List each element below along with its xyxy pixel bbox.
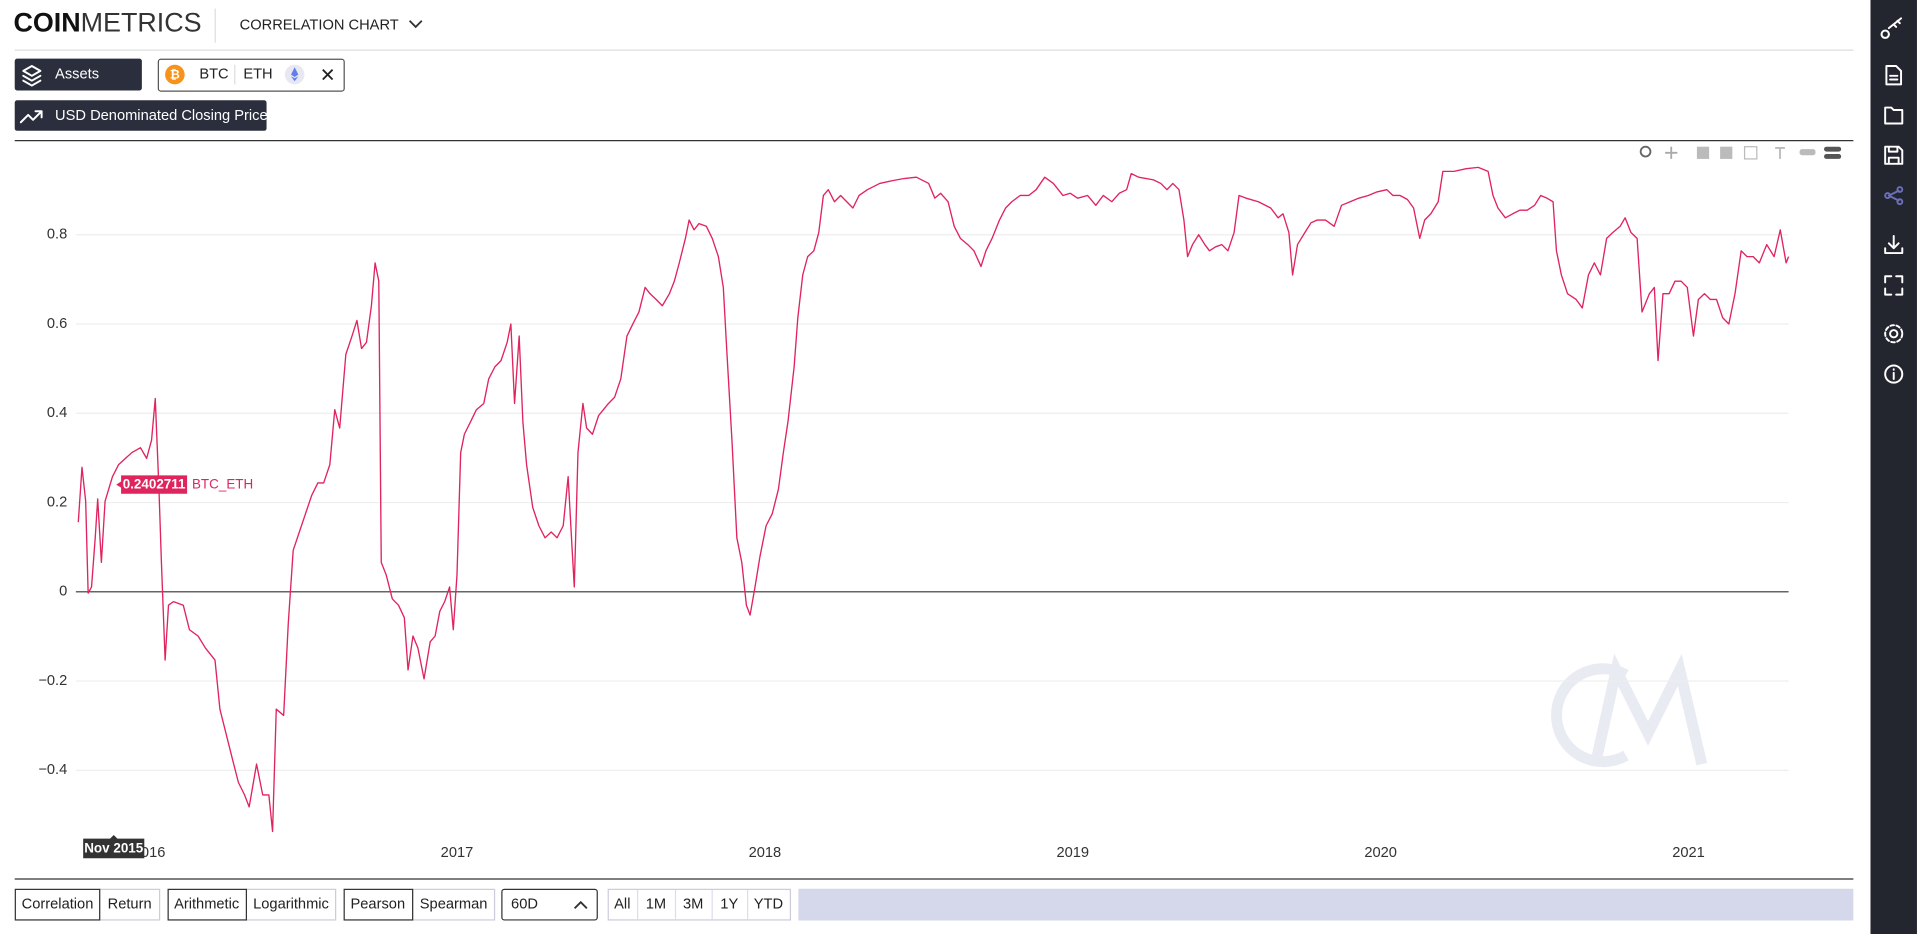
x-tick-label: 2018 <box>749 845 782 861</box>
x-tick-label: 2020 <box>1364 845 1397 861</box>
metric-button-label: USD Denominated Closing Price <box>55 108 268 124</box>
hover-tool[interactable] <box>1824 146 1842 152</box>
select-chevron <box>573 900 588 909</box>
range-button[interactable]: 3M <box>683 897 703 913</box>
hover-tool-2[interactable] <box>1824 154 1842 159</box>
assets-button-bg <box>14 58 142 91</box>
tooltip-value: 0.2402711 <box>123 477 186 492</box>
y-tick-label: 0.6 <box>47 316 67 332</box>
title-chevron[interactable] <box>408 20 423 29</box>
y-tick-label: 0.4 <box>47 405 67 421</box>
toggle-label: Pearson <box>351 897 406 913</box>
settings-icon[interactable] <box>1889 329 1899 339</box>
asset-label: ETH <box>243 66 272 82</box>
range-group-bg <box>607 888 792 921</box>
y-tick-label: 0 <box>59 584 67 600</box>
sidebar-bg <box>1870 0 1917 934</box>
assets-button-label: Assets <box>55 66 99 82</box>
method-toggle: Pearson Spearman <box>343 888 496 921</box>
window-select[interactable]: 60D <box>501 888 598 921</box>
x-tick-label: 2019 <box>1056 845 1089 861</box>
info-icon[interactable] <box>1884 364 1904 384</box>
y-tick-label: −0.4 <box>38 762 67 778</box>
tooltip-box <box>116 475 188 494</box>
x-hover-label: Nov 2015 <box>84 841 144 856</box>
logo-light: METRICS <box>81 8 202 38</box>
assets-button[interactable]: Assets <box>14 58 142 91</box>
save-icon[interactable] <box>1884 145 1904 165</box>
toggle-button-selected[interactable] <box>167 888 247 921</box>
zoom-in-tool[interactable] <box>1696 146 1710 159</box>
open-icon[interactable] <box>1884 106 1904 125</box>
layers-icon <box>22 65 42 87</box>
toggle-label: Spearman <box>420 897 488 913</box>
logo[interactable]: COINMETRICS <box>13 8 201 38</box>
range-button[interactable]: YTD <box>754 897 783 913</box>
zoom-out-tool[interactable] <box>1720 146 1733 159</box>
toggle-label: Logarithmic <box>253 897 329 913</box>
metric-button-bg <box>14 100 267 131</box>
range-button[interactable]: 1Y <box>720 897 738 913</box>
window-select-value: 60D <box>511 897 538 913</box>
metric-button[interactable]: USD Denominated Closing Price <box>14 100 268 131</box>
mode-toggle: Correlation Return <box>14 888 161 921</box>
pan-tool[interactable] <box>1665 146 1678 159</box>
toggle-button-selected[interactable] <box>343 888 414 921</box>
new-icon[interactable] <box>1885 65 1903 86</box>
toggle-label: Return <box>108 897 152 913</box>
toggle-button-selected[interactable] <box>14 888 101 921</box>
spike-tool[interactable] <box>1799 149 1816 156</box>
series-label: BTC_ETH <box>192 477 253 492</box>
range-button[interactable]: 1M <box>646 897 666 913</box>
x-tick-label: 2017 <box>441 845 474 861</box>
window-select-bg <box>501 888 598 921</box>
x-hover-box <box>83 834 145 859</box>
btc-icon <box>165 64 185 85</box>
range-button[interactable]: All <box>614 897 630 913</box>
navigator[interactable] <box>798 888 1854 921</box>
scale-toggle: Arithmetic Logarithmic <box>167 888 337 921</box>
toggle-button[interactable] <box>412 888 496 921</box>
y-tick-label: 0.2 <box>47 494 67 510</box>
zoom-tool[interactable] <box>1639 145 1652 158</box>
trend-icon <box>19 110 43 124</box>
asset-chip[interactable]: ₿ BTC ETH <box>157 58 345 92</box>
asset-label: BTC <box>199 66 229 82</box>
toggle-button[interactable] <box>245 888 337 921</box>
page-title[interactable]: CORRELATION CHART <box>240 18 399 34</box>
range-buttons: All 1M 3M 1Y YTD <box>607 888 792 921</box>
reset-tool[interactable] <box>1775 147 1785 159</box>
toggle-label: Correlation <box>22 897 94 913</box>
eth-glyph <box>291 67 299 82</box>
y-tick-label: −0.2 <box>38 673 67 689</box>
download-icon[interactable] <box>1884 234 1904 255</box>
chart-tools <box>1639 145 1842 160</box>
y-tick-label: 0.8 <box>47 227 67 243</box>
logo-bold: COIN <box>13 8 80 38</box>
autoscale-tool[interactable] <box>1743 146 1758 160</box>
sidebar <box>1870 0 1917 934</box>
key-icon[interactable] <box>1880 17 1903 39</box>
toggle-label: Arithmetic <box>174 897 239 913</box>
x-tick-label: 2021 <box>1672 845 1705 861</box>
fullscreen-icon[interactable] <box>1884 275 1904 296</box>
watermark <box>1551 653 1708 768</box>
series-line <box>77 166 1790 833</box>
remove-icon[interactable] <box>322 69 334 81</box>
btc-icon-glyph: ₿ <box>170 67 180 81</box>
